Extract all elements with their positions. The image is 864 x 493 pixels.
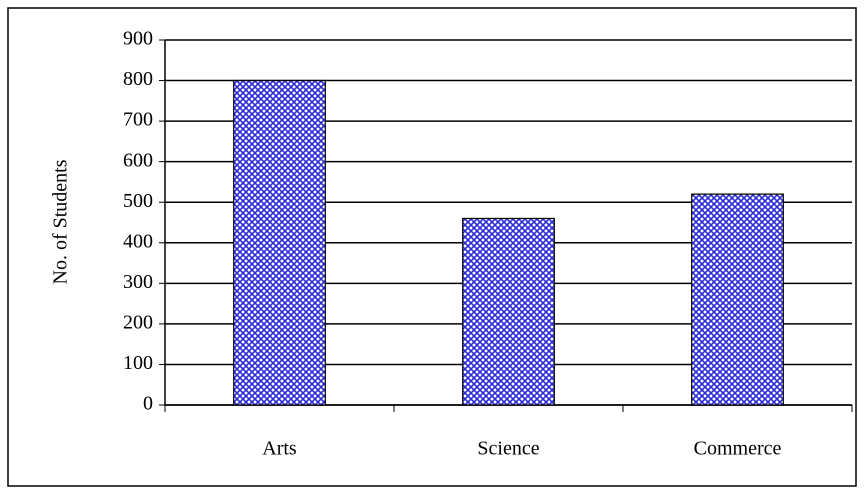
y-tick-label: 0 <box>143 393 153 415</box>
y-tick-label: 100 <box>123 352 153 374</box>
x-tick-label: Commerce <box>694 438 782 460</box>
x-tick-label: Science <box>477 438 539 460</box>
y-tick-label: 900 <box>123 28 153 50</box>
y-tick-label: 700 <box>123 109 153 131</box>
y-tick-label: 500 <box>123 190 153 212</box>
x-tick-label: Arts <box>262 438 297 460</box>
y-tick-label: 200 <box>123 311 153 333</box>
y-axis-label: No. of Students <box>50 159 72 284</box>
y-tick-label: 800 <box>123 68 153 90</box>
bar <box>462 217 555 406</box>
bar <box>233 79 326 406</box>
y-tick-label: 300 <box>123 271 153 293</box>
y-tick-label: 400 <box>123 230 153 252</box>
bar <box>691 193 784 406</box>
y-tick-label: 600 <box>123 149 153 171</box>
